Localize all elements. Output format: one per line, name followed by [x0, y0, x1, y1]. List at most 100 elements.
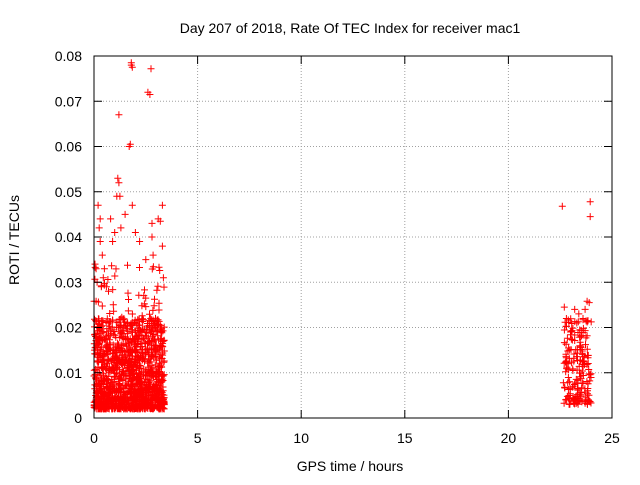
data-point — [107, 215, 115, 223]
data-point — [115, 324, 123, 332]
data-point — [125, 368, 133, 376]
data-point — [110, 326, 118, 334]
data-point — [131, 336, 139, 343]
y-tick-label: 0.01 — [55, 365, 82, 381]
data-point — [125, 339, 133, 347]
data-point — [138, 348, 146, 356]
data-point — [123, 360, 131, 367]
data-point — [574, 396, 582, 404]
data-point — [155, 299, 163, 307]
data-point — [118, 341, 126, 349]
data-point — [91, 350, 99, 358]
data-point — [572, 393, 580, 401]
data-point — [136, 238, 144, 245]
data-point — [129, 326, 136, 334]
x-axis-label: GPS time / hours — [297, 458, 404, 474]
data-point — [151, 342, 159, 350]
data-point — [145, 322, 153, 329]
data-point — [98, 379, 106, 387]
data-point — [156, 343, 164, 351]
x-tick-label: 5 — [194, 430, 202, 446]
data-point — [560, 399, 568, 407]
data-point — [144, 389, 152, 396]
data-point — [128, 201, 136, 209]
data-point — [157, 376, 165, 384]
y-tick-label: 0.04 — [55, 229, 82, 245]
data-point — [581, 399, 589, 407]
data-point — [91, 398, 99, 406]
data-point — [150, 302, 158, 310]
data-point — [130, 342, 138, 350]
data-point — [560, 339, 568, 347]
data-point — [117, 329, 125, 337]
data-point — [109, 238, 117, 245]
data-point — [112, 387, 120, 395]
data-point — [562, 340, 570, 348]
data-point — [573, 346, 581, 354]
data-point — [138, 326, 146, 334]
data-point — [135, 315, 143, 323]
data-point — [121, 210, 129, 218]
data-point — [141, 286, 148, 294]
data-point — [574, 318, 582, 326]
data-point — [583, 318, 591, 326]
data-point — [148, 318, 156, 326]
data-point — [98, 251, 106, 259]
data-point — [569, 367, 577, 374]
data-point — [99, 357, 107, 365]
data-point — [152, 314, 159, 322]
y-axis-label: ROTI / TECUs — [6, 195, 22, 285]
data-point — [134, 341, 142, 349]
data-point — [111, 400, 119, 408]
axis-ticks: 0 0.01 0.02 0.03 0.04 0.05 0.06 0.07 0.08 0 5 10 15 2… — [55, 48, 620, 446]
data-point — [107, 331, 115, 339]
data-point — [586, 198, 594, 206]
data-point — [132, 398, 140, 406]
data-point — [158, 242, 166, 250]
data-point — [575, 310, 583, 318]
x-tick-label: 20 — [501, 430, 517, 446]
data-point — [583, 378, 591, 385]
data-point — [138, 302, 146, 310]
data-point — [573, 353, 581, 361]
data-point — [114, 395, 122, 403]
data-point — [568, 359, 576, 367]
data-point — [142, 369, 149, 377]
data-point — [583, 332, 591, 340]
data-point — [562, 368, 570, 376]
data-point — [135, 321, 143, 329]
data-point — [571, 305, 579, 313]
data-point — [135, 291, 143, 299]
data-point — [126, 140, 134, 148]
data-point — [152, 350, 160, 358]
data-point — [576, 373, 584, 381]
data-point — [151, 335, 158, 343]
data-point — [91, 260, 99, 268]
data-point — [105, 287, 112, 295]
data-point — [137, 362, 145, 370]
data-point — [155, 263, 163, 271]
data-point — [563, 365, 571, 373]
data-point — [113, 345, 121, 353]
data-point — [104, 319, 112, 327]
data-point — [152, 323, 160, 331]
chart-title: Day 207 of 2018, Rate Of TEC Index for r… — [180, 20, 521, 36]
data-point — [127, 386, 135, 394]
data-point — [155, 359, 163, 367]
data-point — [105, 346, 113, 354]
data-point — [579, 372, 587, 379]
data-point — [117, 224, 125, 232]
data-point — [582, 341, 589, 349]
data-point — [141, 356, 149, 364]
data-point — [561, 383, 569, 391]
data-point — [111, 349, 119, 357]
data-point — [99, 274, 107, 282]
data-point — [563, 322, 570, 330]
data-point — [160, 357, 168, 365]
data-point — [94, 201, 102, 209]
data-point — [122, 340, 130, 348]
data-point — [95, 224, 103, 232]
data-point — [110, 307, 118, 315]
data-point — [574, 386, 582, 394]
